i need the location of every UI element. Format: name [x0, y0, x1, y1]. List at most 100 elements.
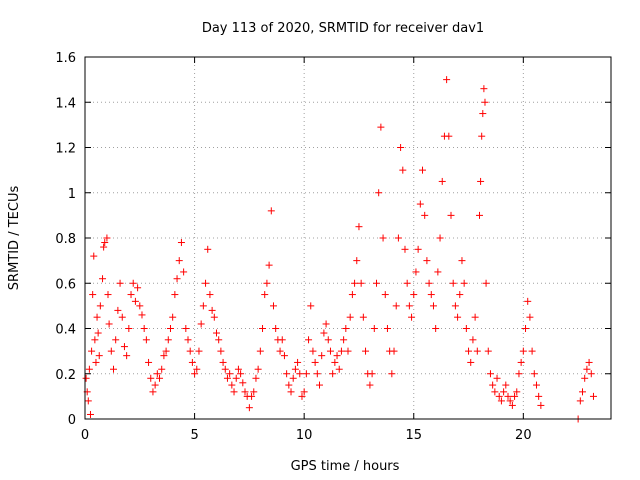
data-point — [92, 358, 100, 366]
data-point — [164, 336, 172, 344]
data-point — [467, 358, 475, 366]
data-point — [443, 76, 451, 84]
data-point — [316, 381, 324, 389]
data-point — [390, 347, 398, 355]
data-point — [94, 329, 102, 337]
y-tick-label: 0.2 — [55, 368, 76, 383]
data-point — [252, 374, 260, 382]
data-point — [232, 374, 240, 382]
data-point — [182, 325, 190, 332]
data-point — [479, 110, 487, 118]
data-point — [331, 358, 339, 366]
data-point — [85, 365, 93, 373]
data-point — [123, 352, 131, 360]
data-point — [162, 347, 170, 355]
y-tick-label: 0.4 — [55, 323, 76, 338]
data-point — [368, 370, 376, 378]
data-point — [145, 358, 153, 366]
data-point — [151, 381, 159, 389]
data-point — [311, 358, 319, 366]
data-point — [471, 313, 479, 321]
data-point — [506, 397, 514, 405]
data-points — [82, 76, 597, 423]
data-point — [480, 85, 488, 93]
data-point — [99, 275, 107, 283]
data-point — [241, 388, 249, 396]
data-point — [526, 313, 534, 321]
data-point — [171, 291, 179, 299]
data-point — [462, 325, 470, 332]
data-point — [394, 234, 402, 242]
data-point — [158, 365, 166, 373]
data-point — [294, 358, 302, 366]
data-point — [202, 279, 210, 287]
data-point — [169, 313, 177, 321]
data-point — [416, 200, 424, 208]
data-point — [291, 365, 299, 373]
data-point — [104, 291, 112, 299]
data-point — [537, 401, 545, 409]
data-point — [208, 306, 216, 314]
data-point — [583, 365, 591, 373]
data-point — [120, 343, 128, 351]
data-point — [329, 370, 337, 378]
data-point — [96, 302, 104, 310]
data-point — [215, 336, 223, 344]
data-point — [156, 374, 164, 382]
data-point — [193, 365, 201, 373]
data-point — [322, 320, 330, 328]
data-point — [381, 291, 389, 299]
data-point — [375, 189, 383, 197]
data-point — [204, 245, 212, 253]
data-point — [261, 291, 269, 299]
data-point — [278, 336, 286, 344]
data-point — [100, 243, 108, 251]
data-point — [500, 388, 508, 396]
data-point — [309, 347, 317, 355]
data-point — [403, 279, 411, 287]
data-point — [585, 358, 593, 366]
data-point — [305, 336, 313, 344]
x-tick-label: 10 — [296, 428, 313, 443]
data-point — [226, 370, 234, 378]
data-point — [511, 392, 519, 400]
data-point — [134, 284, 142, 292]
data-point — [180, 268, 188, 276]
data-point — [530, 370, 538, 378]
data-point — [454, 313, 462, 321]
data-point — [177, 239, 185, 247]
data-point — [493, 374, 501, 382]
data-point — [414, 245, 422, 253]
data-point — [166, 325, 174, 332]
data-point — [93, 313, 101, 321]
data-point — [105, 320, 113, 328]
x-tick-label: 5 — [190, 428, 198, 443]
data-point — [101, 239, 109, 247]
data-point — [89, 291, 97, 299]
data-point — [138, 311, 146, 319]
data-point — [504, 392, 512, 400]
data-point — [419, 166, 427, 174]
data-point — [458, 257, 466, 265]
x-tick-label: 15 — [405, 428, 422, 443]
data-point — [481, 98, 489, 106]
data-point — [348, 291, 356, 299]
data-point — [532, 381, 540, 389]
data-point — [370, 325, 378, 332]
data-point — [449, 279, 457, 287]
y-tick-label: 1 — [68, 187, 76, 202]
data-point — [213, 329, 220, 337]
data-point — [114, 306, 122, 314]
data-point — [486, 370, 494, 378]
data-point — [342, 325, 350, 332]
data-point — [307, 302, 315, 310]
data-point — [210, 313, 218, 321]
y-tick-label: 1.6 — [55, 51, 76, 66]
data-point — [206, 291, 214, 299]
data-point — [248, 392, 256, 400]
data-point — [250, 388, 258, 396]
data-point — [587, 370, 595, 378]
y-axis-label: SRMTID / TECUs — [7, 186, 22, 291]
data-point — [473, 347, 481, 355]
